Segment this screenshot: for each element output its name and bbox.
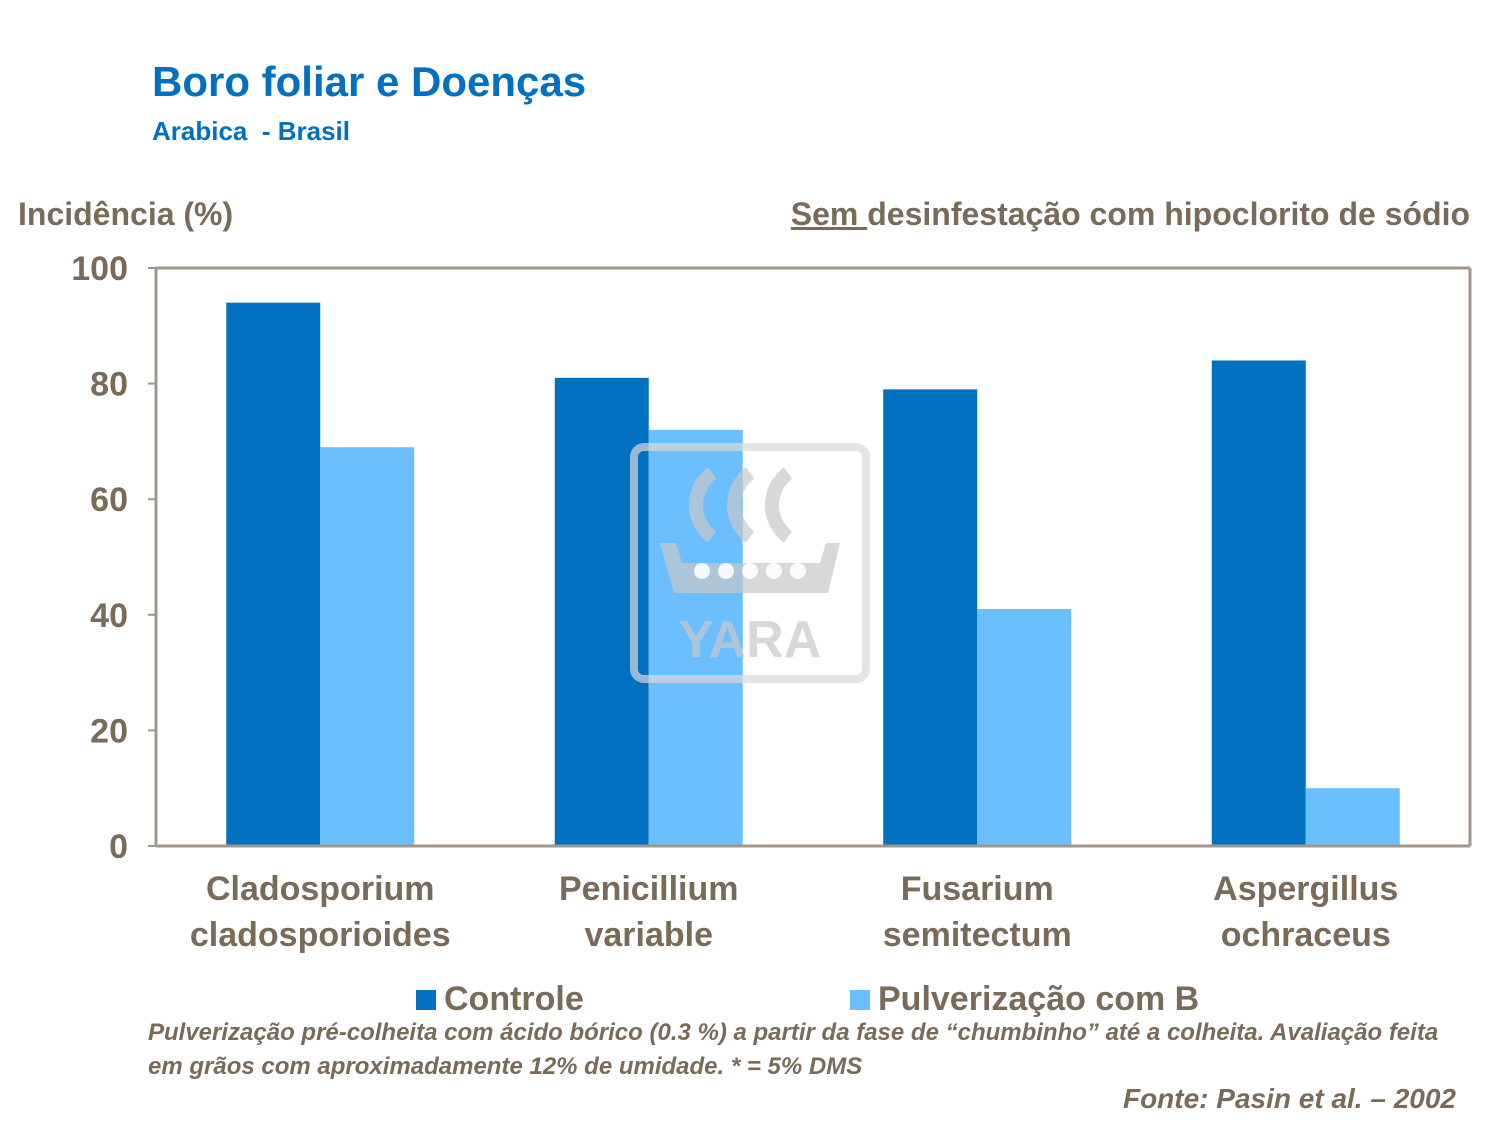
x-tick-label-2-0: Fusarium: [901, 870, 1054, 908]
x-tick-label-2-1: semitectum: [883, 916, 1072, 954]
y-tick-label-60: 60: [90, 481, 128, 519]
bar-controle-3: [1211, 360, 1306, 846]
bar-controle-0: [226, 302, 321, 846]
y-tick-label-40: 40: [90, 597, 128, 635]
legend-item-controle: Controle: [416, 980, 584, 1019]
bar-pulverizacao-3: [1305, 788, 1400, 846]
bar-pulverizacao-0: [320, 447, 415, 846]
legend-label-controle: Controle: [444, 980, 584, 1018]
condition-rest: desinfestação com hipoclorito de sódio: [867, 196, 1470, 232]
x-tick-label-0-1: cladosporioides: [190, 916, 451, 954]
x-tick-label-3-0: Aspergillus: [1213, 870, 1398, 908]
legend-item-pulverizacao: Pulverização com B: [850, 980, 1199, 1019]
y-tick-label-80: 80: [90, 366, 128, 404]
bar-controle-2: [883, 389, 978, 846]
condition-underlined: Sem: [790, 196, 868, 232]
page-subtitle: Arabica - Brasil: [152, 116, 350, 146]
x-tick-label-1-1: variable: [584, 916, 713, 954]
x-tick-label-0-0: Cladosporium: [206, 870, 435, 908]
y-tick-label-20: 20: [90, 712, 128, 750]
x-tick-label-1-0: Penicillium: [559, 870, 739, 908]
yara-logo-watermark: YARA: [630, 443, 870, 683]
bar-pulverizacao-2: [977, 609, 1072, 846]
source-citation: Fonte: Pasin et al. – 2002: [1122, 1083, 1456, 1114]
legend-label-pulverizacao: Pulverização com B: [878, 980, 1200, 1018]
watermark-text: YARA: [679, 611, 822, 669]
y-tick-label-0: 0: [109, 828, 128, 866]
footnote: Pulverização pré-colheita com ácido bóri…: [148, 1019, 1439, 1080]
legend-swatch-pulverizacao: [850, 989, 870, 1010]
legend-swatch-controle: [416, 989, 436, 1010]
page-title: Boro foliar e Doenças: [152, 58, 587, 105]
y-axis-label: Incidência (%): [18, 196, 234, 232]
x-tick-label-3-1: ochraceus: [1221, 916, 1391, 954]
y-tick-label-100: 100: [71, 250, 128, 288]
condition-label: Sem desinfestação com hipoclorito de sód…: [791, 196, 1470, 233]
